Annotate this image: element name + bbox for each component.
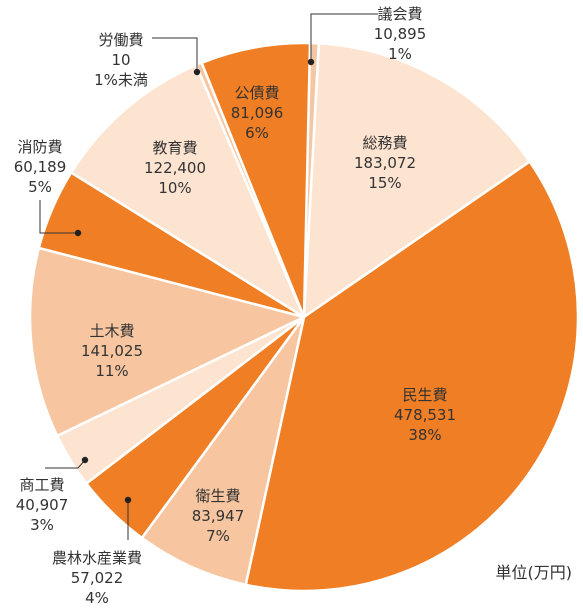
slice-value: 40,907 — [16, 496, 69, 514]
leader-lines — [39, 13, 378, 540]
slice-percent: 15% — [368, 174, 401, 192]
slice-percent: 4% — [85, 589, 109, 607]
slice-value: 122,400 — [144, 159, 206, 177]
slice-value: 141,025 — [81, 342, 143, 360]
leader-dot — [307, 58, 315, 66]
slice-label: 民生費 478,531 38% — [394, 386, 456, 444]
slice-label: 教育費 122,400 10% — [144, 139, 206, 197]
slice-percent: 6% — [245, 124, 269, 142]
leader-line — [45, 459, 86, 469]
slice-value: 57,022 — [71, 569, 124, 587]
slice-label: 消防費 60,189 5% — [14, 138, 67, 196]
slice-name: 消防費 — [17, 138, 62, 156]
slice-percent: 3% — [30, 516, 54, 534]
slice-percent: 1%未満 — [94, 71, 148, 89]
slice-labels: 議会費 10,895 1% 総務費 183,072 15% 民生費 478,531 38% 衛生費… — [14, 5, 456, 607]
pie-slice — [28, 246, 306, 438]
pie-slice — [302, 42, 531, 319]
leader-dot — [124, 496, 132, 504]
slice-percent: 11% — [95, 362, 128, 380]
slice-value: 478,531 — [394, 406, 456, 424]
leader-dot — [74, 229, 82, 237]
pie-slice — [140, 315, 306, 586]
slice-label: 農林水産業費 57,022 4% — [52, 549, 142, 607]
slice-label: 労働費 10 1%未満 — [94, 31, 148, 89]
slice-percent: 10% — [158, 179, 191, 197]
slice-percent: 7% — [206, 527, 230, 545]
slice-label: 総務費 183,072 15% — [354, 134, 416, 192]
leader-line — [310, 13, 378, 62]
slice-label: 公債費 81,096 6% — [231, 84, 284, 142]
slice-label: 商工費 40,907 3% — [16, 476, 69, 534]
pie-slice — [200, 41, 312, 319]
slice-name: 公債費 — [234, 84, 279, 102]
slice-value: 183,072 — [354, 154, 416, 172]
pie-slice — [69, 63, 306, 319]
slice-percent: 1% — [388, 45, 412, 63]
unit-label: 単位(万円) — [496, 563, 573, 582]
slice-name: 教育費 — [152, 139, 197, 157]
slice-name: 商工費 — [19, 476, 64, 494]
slice-percent: 38% — [408, 426, 441, 444]
slice-value: 10 — [111, 51, 130, 69]
pie-slices — [28, 41, 580, 593]
slice-percent: 5% — [28, 178, 52, 196]
slice-value: 83,947 — [192, 507, 245, 525]
leader-line — [39, 200, 78, 234]
slice-name: 衛生費 — [195, 487, 240, 505]
slice-label: 土木費 141,025 11% — [81, 322, 143, 380]
slice-name: 総務費 — [362, 134, 407, 152]
slice-label: 衛生費 83,947 7% — [192, 487, 245, 545]
pie-slice — [244, 160, 580, 593]
slice-name: 民生費 — [402, 386, 447, 404]
slice-name: 土木費 — [89, 322, 134, 340]
leader-dot — [193, 68, 201, 76]
slice-name: 労働費 — [98, 31, 143, 49]
slice-name: 農林水産業費 — [52, 549, 142, 567]
slice-name: 議会費 — [377, 5, 422, 23]
slice-label: 議会費 10,895 1% — [374, 5, 427, 63]
leader-dot — [81, 456, 89, 464]
slice-value: 60,189 — [14, 158, 67, 176]
leader-line — [152, 37, 198, 72]
slice-value: 10,895 — [374, 25, 427, 43]
slice-value: 81,096 — [231, 104, 284, 122]
